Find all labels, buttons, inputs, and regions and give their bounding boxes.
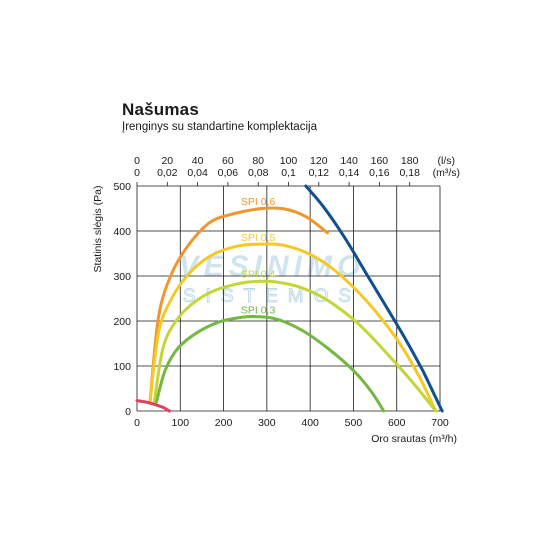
top-tick-label-ls: 80 <box>252 155 264 167</box>
y-tick-label: 500 <box>113 181 131 193</box>
top-tick-label-ls: 120 <box>310 155 328 167</box>
series-labels: SPI 0,6 SPI 0,5 SPI 0,4 SPI 0,3 <box>241 196 276 316</box>
top-tick-label-ls: 160 <box>371 155 389 167</box>
x-axis-label: Oro srautas (m³/h) <box>371 433 457 445</box>
x-tick-label: 300 <box>258 417 276 429</box>
series-label: SPI 0,6 <box>241 196 276 208</box>
x-tick-label: 700 <box>431 417 449 429</box>
top-tick-label-m3s: 0,02 <box>157 167 178 179</box>
y-tick-label: 0 <box>125 406 131 418</box>
series-spi-0-3 <box>155 314 386 413</box>
top-tick-label-ls: 40 <box>192 155 204 167</box>
top-tick-label-ls: 180 <box>401 155 419 167</box>
top-axis-unit-ls: (l/s) <box>438 155 456 167</box>
y-tick-label: 400 <box>113 226 131 238</box>
top-tick-label-m3s: 0,1 <box>281 167 296 179</box>
x-tick-label: 200 <box>215 417 233 429</box>
top-tick-label-ls: 20 <box>161 155 173 167</box>
chart-title: Našumas <box>122 100 199 119</box>
series-label: SPI 0,4 <box>241 268 276 280</box>
top-tick-label-ls: 60 <box>222 155 234 167</box>
top-tick-label-m3s: 0,04 <box>187 167 208 179</box>
grid <box>136 185 441 412</box>
x-tick-label: 400 <box>301 417 319 429</box>
top-tick-label-ls: 0 <box>134 155 140 167</box>
top-tick-label-m3s: 0,06 <box>218 167 239 179</box>
top-tick-label-m3s: 0,16 <box>369 167 390 179</box>
x-tick-label: 600 <box>388 417 406 429</box>
y-tick-label: 100 <box>113 361 131 373</box>
top-tick-label-m3s: 0,12 <box>309 167 330 179</box>
top-tick-label-m3s: 0 <box>134 167 140 179</box>
series-spi-0-4 <box>152 279 438 413</box>
chart-subtitle: Įrenginys su standartine komplektacija <box>122 121 317 133</box>
series-spi-0-5 <box>148 242 438 413</box>
top-tick-label-ls: 140 <box>340 155 358 167</box>
y-tick-label: 300 <box>113 271 131 283</box>
series-group <box>135 184 444 413</box>
axes: 0 100 200 300 400 500 600 700010020030040050000… <box>113 155 460 429</box>
x-tick-label: 0 <box>134 417 140 429</box>
top-tick-label-m3s: 0,14 <box>339 167 360 179</box>
top-tick-label-m3s: 0,08 <box>248 167 269 179</box>
y-tick-label: 200 <box>113 316 131 328</box>
y-axis-label: Statinis slėgis (Pa) <box>92 186 104 273</box>
top-tick-label-ls: 100 <box>280 155 298 167</box>
series-line-5 <box>135 399 171 413</box>
series-label: SPI 0,3 <box>241 304 276 316</box>
top-axis-unit-m3s: (m³/s) <box>433 167 460 179</box>
top-tick-label-m3s: 0,18 <box>399 167 420 179</box>
x-tick-label: 100 <box>172 417 190 429</box>
series-spi-0-6 <box>148 206 329 404</box>
series-label: SPI 0,5 <box>241 232 276 244</box>
x-tick-label: 500 <box>345 417 363 429</box>
series-line-4 <box>304 184 444 413</box>
